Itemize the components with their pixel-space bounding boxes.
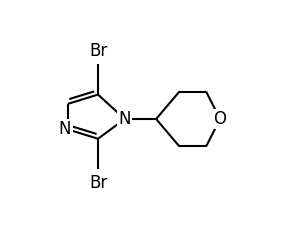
Text: N: N [59, 120, 71, 139]
Text: Br: Br [89, 42, 107, 60]
Text: O: O [213, 110, 226, 128]
Text: N: N [118, 110, 131, 128]
Text: Br: Br [89, 174, 107, 192]
